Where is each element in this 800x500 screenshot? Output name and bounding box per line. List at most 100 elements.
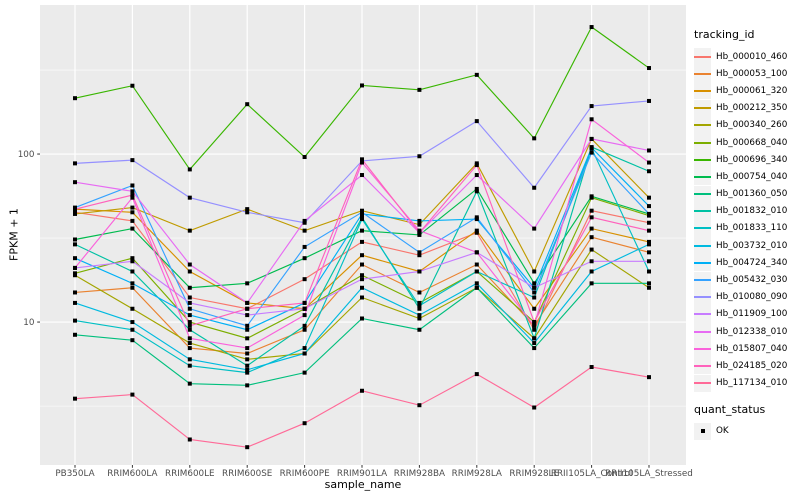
data-point: [360, 253, 364, 258]
data-point: [130, 210, 135, 215]
data-point: [417, 303, 422, 308]
legend-item: Hb_004724_340: [694, 254, 798, 272]
data-point: [417, 218, 422, 223]
legend-item-label: Hb_001832_010: [716, 206, 788, 217]
data-point: [532, 290, 537, 295]
data-point: [474, 72, 479, 77]
legend-item-label: Hb_000340_260: [716, 120, 788, 131]
data-point: [302, 300, 307, 305]
data-point: [73, 211, 77, 216]
data-point: [417, 316, 422, 321]
legend-key: [694, 288, 711, 306]
data-point: [417, 290, 422, 295]
data-point: [647, 285, 651, 290]
legend-color-line-icon: [694, 261, 711, 264]
data-point: [130, 183, 135, 188]
data-point: [474, 281, 479, 286]
data-point: [474, 228, 479, 233]
data-point: [589, 215, 594, 220]
data-point: [302, 313, 307, 318]
legend-item-label: Hb_117134_010: [716, 378, 788, 389]
data-point: [130, 189, 135, 194]
x-tick-label: RRIM600SE: [222, 469, 272, 479]
data-point: [245, 281, 250, 286]
data-point: [73, 265, 77, 270]
legend-key: [694, 48, 711, 66]
legend-key: [694, 134, 711, 152]
data-point: [417, 313, 422, 318]
data-point: [589, 281, 594, 286]
data-point: [589, 365, 594, 370]
legend-key: [694, 168, 711, 186]
data-point: [417, 154, 422, 159]
legend-key: [694, 323, 711, 341]
data-point: [532, 285, 537, 290]
legend-color-line-icon: [694, 124, 711, 127]
data-point: [130, 158, 135, 163]
legend-item-label: Hb_000668_040: [716, 137, 788, 148]
data-point: [647, 66, 651, 71]
legend-color-line-icon: [694, 89, 711, 92]
data-point: [130, 205, 135, 210]
data-point: [532, 323, 537, 328]
data-point: [417, 228, 422, 233]
data-point: [245, 323, 250, 328]
data-point: [187, 300, 192, 305]
data-point: [474, 163, 479, 168]
legend-color-line-icon: [694, 107, 711, 110]
data-point: [73, 256, 77, 261]
legend-key: [694, 116, 711, 134]
data-point: [187, 295, 192, 300]
data-point: [360, 295, 364, 300]
data-point: [73, 396, 77, 401]
legend-key: [694, 65, 711, 83]
legend-item: Hb_000010_460: [694, 48, 798, 66]
data-point: [589, 208, 594, 213]
data-point: [73, 242, 77, 247]
legend-title-quant-status: quant_status: [694, 402, 766, 416]
data-point: [245, 363, 250, 368]
legend-item-label: Hb_004724_340: [716, 257, 788, 268]
data-point: [647, 281, 651, 286]
legend-key: [694, 185, 711, 203]
legend-key: [694, 374, 711, 392]
data-point: [532, 306, 537, 311]
data-point: [302, 346, 307, 351]
data-point: [187, 357, 192, 362]
x-tick-label: RRIM928LA: [452, 469, 502, 479]
y-tick-label: 10: [23, 318, 35, 328]
data-point: [245, 210, 250, 215]
data-point: [417, 300, 422, 305]
data-point: [589, 235, 594, 240]
data-point: [187, 363, 192, 368]
legend-item-label: Hb_005432_030: [716, 275, 788, 286]
legend-key: [694, 305, 711, 323]
legend-item-label: Hb_011909_100: [716, 309, 788, 320]
legend-item: Hb_000754_040: [694, 168, 798, 186]
data-point: [187, 323, 192, 328]
legend-color-line-icon: [694, 313, 711, 316]
data-point: [474, 285, 479, 290]
data-point: [73, 96, 77, 101]
data-point: [647, 195, 651, 200]
legend-item: Hb_001833_110: [694, 219, 798, 237]
legend-item-label: Hb_000010_460: [716, 51, 788, 62]
data-point: [532, 320, 537, 325]
legend-color-line-icon: [694, 72, 711, 75]
data-point: [532, 346, 537, 351]
legend-item-label: Hb_003732_010: [716, 240, 788, 251]
data-point: [73, 180, 77, 185]
legend-key: [694, 237, 711, 255]
legend-item-label: OK: [716, 426, 729, 437]
data-point: [130, 285, 135, 290]
data-point: [245, 346, 250, 351]
data-point: [187, 327, 192, 332]
data-point: [73, 332, 77, 337]
data-point: [302, 256, 307, 261]
data-point: [474, 186, 479, 191]
data-point: [532, 226, 537, 231]
x-tick-label: RRIM600LE: [165, 469, 215, 479]
data-point: [474, 372, 479, 377]
